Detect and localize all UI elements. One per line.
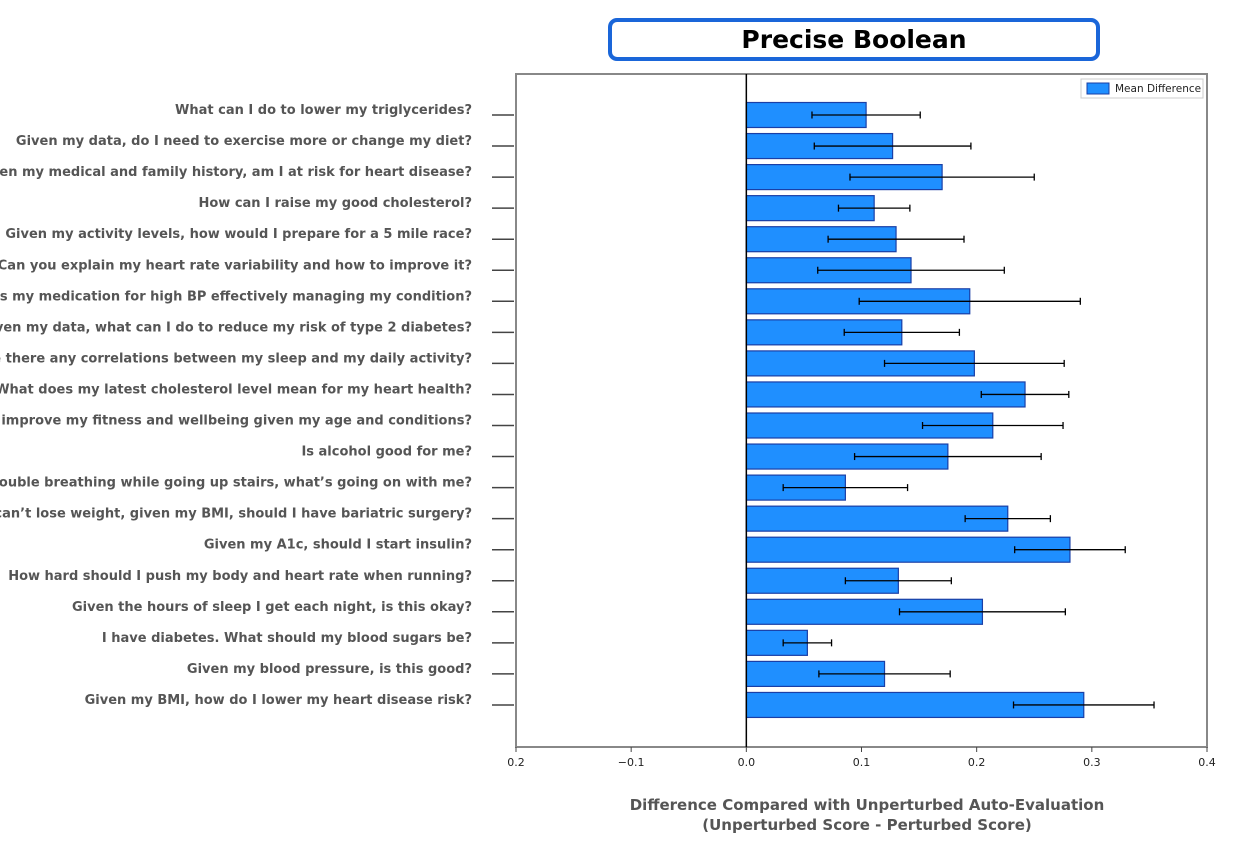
category-label: Given my medical and family history, am …	[0, 165, 472, 180]
category-label: I can’t lose weight, given my BMI, shoul…	[0, 507, 472, 522]
category-label: Given my blood pressure, is this good?	[187, 662, 472, 677]
x-tick-label: 0.4	[1198, 756, 1216, 769]
category-label: Given the hours of sleep I get each nigh…	[72, 600, 472, 615]
chart-title: Precise Boolean	[608, 18, 1100, 61]
x-axis-label-line2: (Unperturbed Score - Perturbed Score)	[702, 816, 1032, 834]
x-tick-label: −0.1	[618, 756, 645, 769]
category-label: I have diabetes. What should my blood su…	[102, 631, 472, 646]
legend-label: Mean Difference	[1115, 83, 1201, 95]
category-label: How can I raise my good cholesterol?	[198, 196, 472, 211]
x-tick-label: 0.1	[853, 756, 871, 769]
bar	[745, 505, 1009, 532]
category-label: How hard should I push my body and heart…	[8, 569, 472, 584]
category-label: What can I do to lower my triglycerides?	[175, 103, 472, 118]
category-label: Given my activity levels, how would I pr…	[5, 227, 472, 242]
category-label: Are there any correlations between my sl…	[0, 351, 472, 366]
bar	[745, 381, 1026, 408]
category-label: I have trouble breathing while going up …	[0, 476, 472, 491]
category-label: Given my BMI, how do I lower my heart di…	[85, 693, 472, 708]
category-label: Given my data, do I need to exercise mor…	[16, 134, 472, 149]
x-tick-label: 0.2	[968, 756, 986, 769]
category-label: Is my medication for high BP effectively…	[0, 289, 472, 304]
category-label: Can you explain my heart rate variabilit…	[0, 258, 472, 273]
x-tick-label: 0.0	[738, 756, 756, 769]
category-label: Given my A1c, should I start insulin?	[204, 538, 472, 553]
legend-swatch	[1086, 82, 1110, 95]
category-label: Is alcohol good for me?	[301, 445, 472, 460]
x-axis-label-line1: Difference Compared with Unperturbed Aut…	[629, 796, 1105, 814]
legend	[1080, 78, 1204, 99]
x-tick-label: 0.2	[507, 756, 525, 769]
category-label: Given my data, what can I do to reduce m…	[0, 320, 472, 335]
category-label: What does my latest cholesterol level me…	[0, 382, 472, 397]
x-tick-label: 0.3	[1083, 756, 1101, 769]
category-label: How can I improve my fitness and wellbei…	[0, 414, 472, 429]
